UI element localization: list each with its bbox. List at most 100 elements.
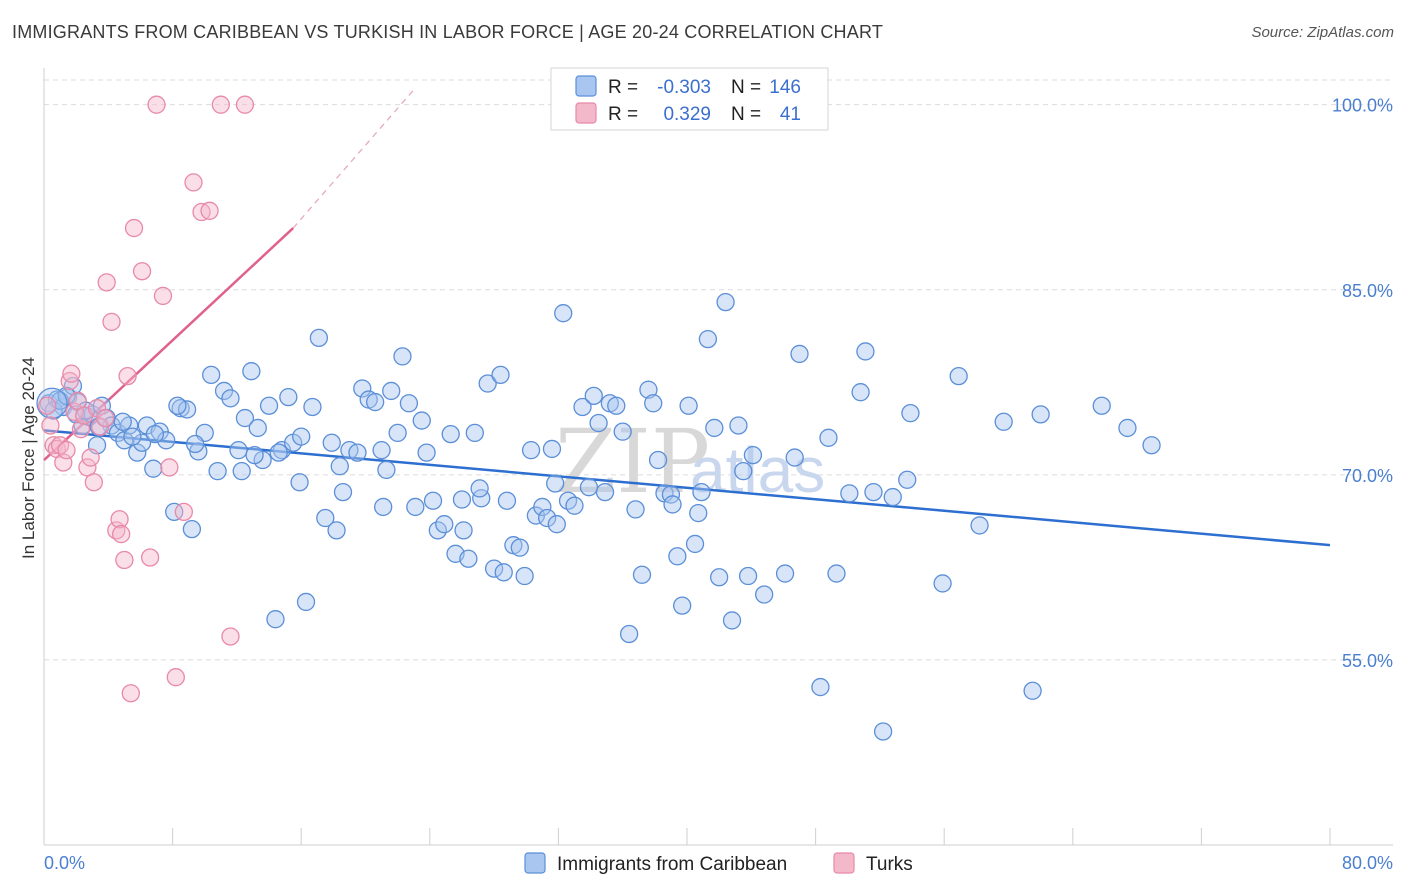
series-legend: Immigrants from Caribbean Turks xyxy=(524,852,913,875)
axes xyxy=(43,68,1393,846)
caribbean-point-19 xyxy=(144,459,163,478)
turks-point-1 xyxy=(41,416,60,435)
caribbean-point-129 xyxy=(873,722,893,741)
stats-legend-swatch-blue xyxy=(575,75,597,97)
caribbean-point-46 xyxy=(316,508,335,528)
turks-point-23 xyxy=(115,550,134,570)
turks-point-33 xyxy=(174,502,194,522)
caribbean-point-25 xyxy=(182,519,202,539)
turks-point-37 xyxy=(211,95,230,114)
stats-legend-r-value-1: -0.303 xyxy=(657,77,711,98)
caribbean-point-59 xyxy=(393,347,412,366)
caribbean-point-106 xyxy=(673,596,692,615)
caribbean-point-98 xyxy=(626,500,645,519)
caribbean-point-127 xyxy=(856,342,875,361)
turks-point-19 xyxy=(97,273,116,292)
caribbean-point-44 xyxy=(303,397,322,417)
caribbean-point-34 xyxy=(242,362,261,381)
caribbean-point-165 xyxy=(743,445,763,465)
caribbean-point-117 xyxy=(738,566,758,586)
caribbean-point-48 xyxy=(327,521,346,540)
turks-point-36 xyxy=(200,201,219,220)
caribbean-point-113 xyxy=(716,292,735,312)
watermark-zip: ZIP xyxy=(555,410,710,513)
caribbean-point-67 xyxy=(441,424,460,444)
caribbean-point-159 xyxy=(454,521,473,540)
caribbean-point-91 xyxy=(584,386,603,406)
caribbean-point-47 xyxy=(322,433,341,452)
caribbean-point-70 xyxy=(459,549,478,568)
caribbean-point-99 xyxy=(632,565,652,584)
caribbean-point-80 xyxy=(521,441,541,460)
caribbean-point-23 xyxy=(171,399,190,418)
caribbean-point-33 xyxy=(235,408,255,428)
caribbean-point-114 xyxy=(722,611,742,630)
turks-point-40 xyxy=(112,524,131,544)
stats-legend-n-label-1: N = xyxy=(731,77,761,98)
y-axis-label: In Labor Force | Age 20-24 xyxy=(19,357,38,559)
caribbean-point-38 xyxy=(266,610,285,629)
stats-legend-swatch-pink xyxy=(575,102,597,124)
stats-legend-n-value-2: 41 xyxy=(780,104,801,125)
caribbean-point-28 xyxy=(202,365,221,385)
caribbean-point-109 xyxy=(692,482,711,502)
caribbean-point-124 xyxy=(827,564,846,583)
caribbean-point-130 xyxy=(883,487,902,507)
turks-point-27 xyxy=(132,262,152,281)
turks-point-14 xyxy=(81,448,100,467)
y-tick-labels: 100.0% 85.0% 70.0% 55.0% xyxy=(1332,96,1393,671)
caribbean-point-84 xyxy=(542,439,562,459)
caribbean-point-35 xyxy=(248,418,267,438)
caribbean-point-69 xyxy=(452,490,472,509)
caribbean-point-37 xyxy=(259,396,279,415)
stats-legend-r-label-1: R = xyxy=(608,77,638,98)
caribbean-point-122 xyxy=(811,677,830,697)
caribbean-point-96 xyxy=(613,422,632,441)
series-legend-swatch-turks xyxy=(833,852,855,874)
caribbean-point-43 xyxy=(296,592,316,612)
turks-point-15 xyxy=(84,473,103,492)
caribbean-point-111 xyxy=(705,418,724,438)
turks-point-22 xyxy=(110,510,129,529)
caribbean-point-139 xyxy=(1092,396,1111,415)
caribbean-point-57 xyxy=(382,381,401,401)
y-tick-label-1: 85.0% xyxy=(1342,281,1393,301)
x-tick-label-left: 0.0% xyxy=(44,853,85,873)
caribbean-point-63 xyxy=(417,443,436,462)
caribbean-point-17 xyxy=(132,433,152,452)
caribbean-point-73 xyxy=(478,374,497,393)
turks-point-17 xyxy=(91,417,110,436)
caribbean-point-152 xyxy=(185,434,205,454)
caribbean-point-126 xyxy=(851,383,870,402)
caribbean-points xyxy=(36,292,1161,741)
caribbean-point-42 xyxy=(290,473,309,492)
caribbean-point-51 xyxy=(348,443,367,462)
turks-point-8 xyxy=(62,364,81,383)
caribbean-point-61 xyxy=(406,497,425,517)
caribbean-point-83 xyxy=(537,508,557,528)
stats-legend-r-value-2: 0.329 xyxy=(663,104,711,125)
caribbean-point-134 xyxy=(949,366,968,386)
caribbean-point-120 xyxy=(785,448,804,467)
caribbean-point-164 xyxy=(689,503,708,523)
turks-point-9 xyxy=(65,402,84,422)
turks-point-34 xyxy=(184,173,203,192)
trend-line-turks-extension xyxy=(292,89,415,229)
caribbean-point-140 xyxy=(1118,418,1137,438)
caribbean-point-55 xyxy=(372,441,391,460)
caribbean-point-22 xyxy=(165,502,184,522)
caribbean-point-21 xyxy=(157,431,176,450)
turks-point-31 xyxy=(160,458,179,477)
caribbean-point-118 xyxy=(755,585,774,604)
caribbean-point-107 xyxy=(679,396,698,415)
caribbean-point-123 xyxy=(819,428,838,447)
turks-point-32 xyxy=(166,668,185,687)
caribbean-point-133 xyxy=(933,574,952,593)
turks-points xyxy=(38,95,255,703)
caribbean-point-110 xyxy=(698,329,718,349)
caribbean-point-158 xyxy=(374,497,393,517)
caribbean-point-100 xyxy=(639,380,658,399)
caribbean-point-141 xyxy=(1142,436,1161,455)
caribbean-point-30 xyxy=(214,381,234,401)
caribbean-point-137 xyxy=(1023,681,1042,700)
